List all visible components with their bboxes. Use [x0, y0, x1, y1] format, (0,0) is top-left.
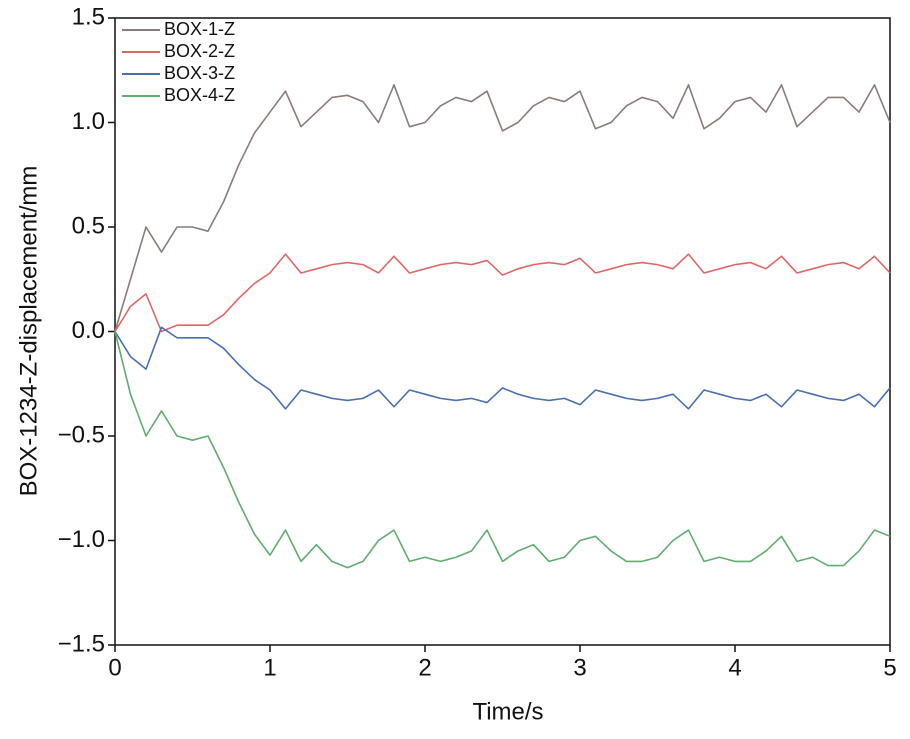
y-tick-label: −0.5	[58, 421, 105, 448]
data-line	[114, 253, 891, 333]
y-tick-label: −1.5	[58, 630, 105, 657]
x-axis-label: Time/s	[472, 698, 543, 725]
legend-label: BOX-2-Z	[164, 41, 235, 61]
legend-label: BOX-1-Z	[164, 19, 235, 39]
legend-label: BOX-4-Z	[164, 85, 235, 105]
y-tick-label: 1.0	[72, 108, 105, 135]
y-tick-label: 0.0	[72, 317, 105, 344]
x-tick-label: 5	[883, 654, 896, 681]
legend-label: BOX-3-Z	[164, 63, 235, 83]
y-tick-label: 1.5	[72, 3, 105, 30]
y-axis-label: BOX-1234-Z-displacement/mm	[15, 166, 42, 497]
data-line	[114, 331, 891, 569]
data-line	[114, 84, 891, 332]
x-tick-label: 4	[728, 654, 741, 681]
y-tick-label: 0.5	[72, 212, 105, 239]
y-tick-label: −1.0	[58, 526, 105, 553]
x-tick-label: 3	[573, 654, 586, 681]
x-tick-label: 1	[263, 654, 276, 681]
x-tick-label: 0	[108, 654, 121, 681]
x-tick-label: 2	[418, 654, 431, 681]
plot-frame	[114, 17, 891, 646]
data-line	[114, 326, 891, 410]
